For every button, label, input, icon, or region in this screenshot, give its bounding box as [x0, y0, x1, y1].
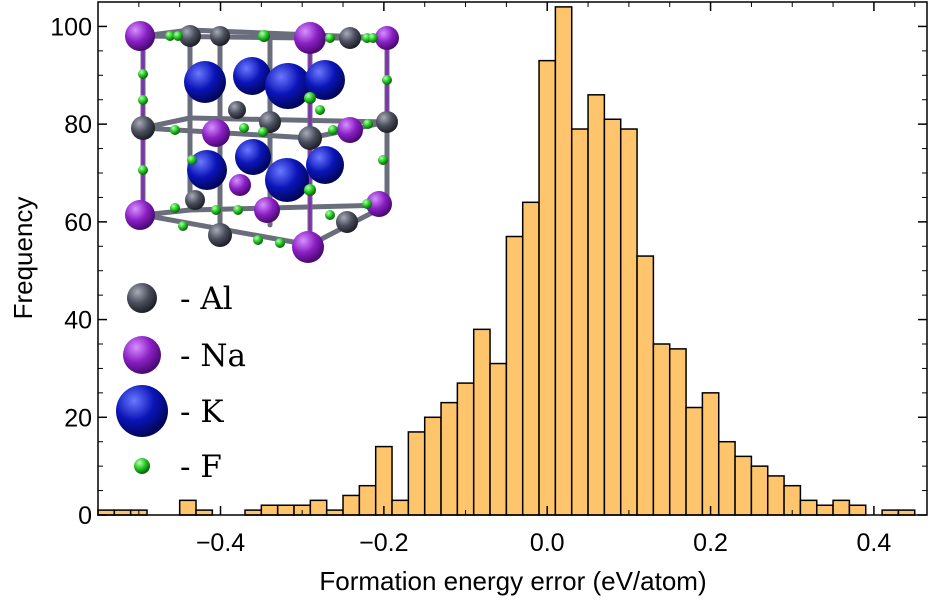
histogram-bar — [685, 406, 704, 516]
y-axis-ticks: 0 20 40 60 80 100 — [50, 13, 927, 530]
histogram-bar — [358, 484, 377, 516]
y-tick-label: 80 — [64, 111, 92, 139]
histogram-bar — [538, 59, 557, 516]
k-atom-icon — [116, 385, 168, 437]
histogram-bar — [848, 504, 867, 516]
histogram-bar — [750, 465, 769, 516]
y-tick-label: 40 — [64, 307, 92, 335]
histogram-bar — [260, 504, 279, 516]
histogram-bar — [342, 494, 361, 516]
histogram-bar — [309, 499, 328, 516]
na-atom-icon — [123, 336, 161, 374]
legend-label-k: - K — [180, 394, 224, 430]
x-tick-label: −0.4 — [196, 529, 245, 557]
histogram-bar — [391, 499, 410, 516]
histogram-bar — [456, 382, 475, 516]
crystal-structure-illustration — [125, 21, 399, 263]
y-tick-label: 0 — [78, 502, 92, 530]
legend-label-f: - F — [180, 449, 222, 485]
y-axis-title: Frequency — [8, 197, 38, 320]
histogram-bar — [603, 118, 622, 516]
histogram-bar — [619, 128, 638, 516]
histogram-bar — [766, 475, 785, 516]
x-tick-label: 0.4 — [857, 529, 892, 557]
histogram-bar — [521, 201, 540, 516]
histogram-bar — [652, 343, 671, 516]
histogram-bar — [505, 235, 524, 516]
x-axis-title: Formation energy error (eV/atom) — [319, 566, 706, 596]
histogram-bar — [717, 440, 736, 516]
histogram-bar — [734, 455, 753, 516]
x-tick-label: 0.2 — [693, 529, 728, 557]
histogram-bar — [489, 362, 508, 516]
histogram-bar — [570, 128, 589, 516]
legend-item-k: - K — [116, 385, 224, 437]
legend-label-al: - Al — [180, 281, 233, 317]
histogram-bars — [97, 6, 916, 516]
y-tick-label: 60 — [64, 209, 92, 237]
x-axis-ticks: −0.4 −0.2 0.0 0.2 0.4 — [138, 2, 916, 557]
histogram-bar — [832, 499, 851, 516]
atom-legend: - Al - Na - K - F — [116, 281, 246, 485]
f-atom-icon — [134, 458, 150, 474]
histogram-bar — [407, 431, 426, 516]
legend-item-al: - Al — [127, 281, 233, 317]
histogram-bar — [668, 348, 687, 516]
y-tick-label: 100 — [50, 13, 92, 41]
histogram-bar — [374, 445, 393, 516]
histogram-bar — [178, 499, 197, 516]
histogram-bar — [554, 6, 573, 516]
histogram-bar — [440, 401, 459, 516]
histogram-bar — [587, 94, 606, 516]
legend-item-na: - Na — [123, 336, 246, 374]
legend-item-f: - F — [134, 449, 222, 485]
legend-label-na: - Na — [180, 338, 246, 374]
histogram-bar — [472, 328, 491, 516]
x-tick-label: 0.0 — [530, 529, 565, 557]
al-atom-icon — [127, 283, 157, 313]
plot-frame — [97, 1, 928, 516]
histogram-bar — [815, 504, 834, 516]
histogram-bar — [799, 499, 818, 516]
histogram-bar — [701, 392, 720, 516]
histogram-bar — [636, 255, 655, 516]
x-tick-label: −0.2 — [359, 529, 408, 557]
y-tick-label: 20 — [64, 404, 92, 432]
histogram-bar — [276, 504, 295, 516]
histogram-bar — [423, 416, 442, 516]
